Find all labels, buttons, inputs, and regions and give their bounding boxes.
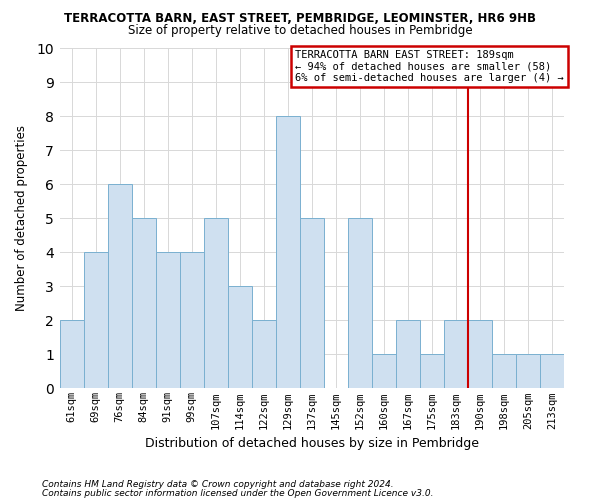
Bar: [179, 252, 204, 388]
Bar: [83, 252, 107, 388]
Y-axis label: Number of detached properties: Number of detached properties: [15, 125, 28, 311]
Bar: [228, 286, 252, 388]
Bar: [59, 320, 83, 388]
Bar: [372, 354, 396, 388]
Bar: [396, 320, 420, 388]
Bar: [252, 320, 276, 388]
Bar: [492, 354, 516, 388]
Bar: [444, 320, 468, 388]
Bar: [276, 116, 300, 388]
Bar: [420, 354, 444, 388]
Text: TERRACOTTA BARN EAST STREET: 189sqm
← 94% of detached houses are smaller (58)
6%: TERRACOTTA BARN EAST STREET: 189sqm ← 94…: [295, 50, 564, 83]
Text: Contains HM Land Registry data © Crown copyright and database right 2024.: Contains HM Land Registry data © Crown c…: [42, 480, 394, 489]
Bar: [204, 218, 228, 388]
Bar: [131, 218, 155, 388]
Text: Size of property relative to detached houses in Pembridge: Size of property relative to detached ho…: [128, 24, 472, 37]
Bar: [300, 218, 324, 388]
Bar: [107, 184, 131, 388]
Bar: [348, 218, 372, 388]
Bar: [540, 354, 564, 388]
Text: TERRACOTTA BARN, EAST STREET, PEMBRIDGE, LEOMINSTER, HR6 9HB: TERRACOTTA BARN, EAST STREET, PEMBRIDGE,…: [64, 12, 536, 26]
X-axis label: Distribution of detached houses by size in Pembridge: Distribution of detached houses by size …: [145, 437, 479, 450]
Bar: [155, 252, 179, 388]
Bar: [468, 320, 492, 388]
Text: Contains public sector information licensed under the Open Government Licence v3: Contains public sector information licen…: [42, 488, 433, 498]
Bar: [516, 354, 540, 388]
